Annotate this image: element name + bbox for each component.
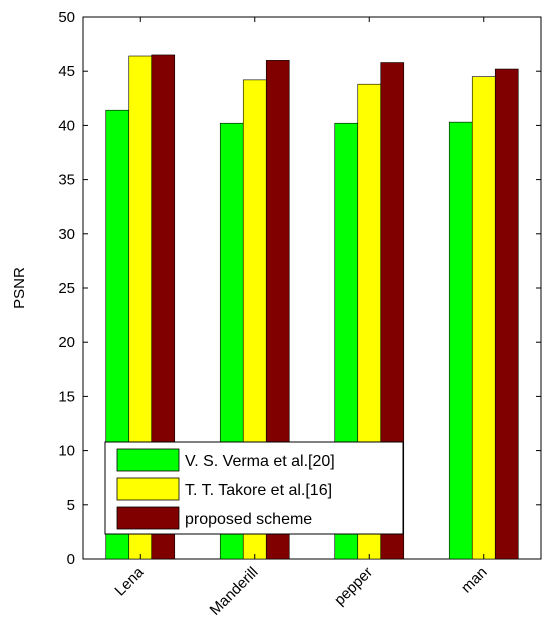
y-tick-label: 5 [67,497,75,514]
x-tick-label: Lena [111,563,147,599]
x-tick-label: man [458,564,491,597]
legend-label-1: V. S. Verma et al.[20] [185,453,335,470]
y-tick-label: 20 [58,334,75,351]
y-tick-label: 40 [58,117,75,134]
legend-label-3: proposed scheme [185,511,312,528]
x-tick-label: pepper [331,564,376,609]
bar-man-series-2 [471,76,496,560]
bar-lena-series-3 [151,54,176,560]
legend-swatch-2 [116,477,180,501]
y-tick-label: 50 [58,9,75,26]
legend-label-2: T. T. Takore et al.[16] [185,482,332,499]
y-axis-title: PSNR [11,267,28,309]
y-tick-label: 35 [58,172,75,189]
legend-entries: V. S. Verma et al.[20] T. T. Takore et al… [116,448,335,530]
bar-manderill-series-3 [265,60,290,560]
y-tick-label: 45 [58,63,75,80]
bar-man-series-1 [448,121,473,560]
legend-swatch-3 [116,506,180,530]
bars-layer [105,54,519,560]
y-tick-label: 0 [67,551,75,568]
bar-man-series-3 [494,68,519,560]
y-tick-label: 30 [58,226,75,243]
y-tick-label: 15 [58,388,75,405]
y-tick-label: 25 [58,280,75,297]
y-tick-label: 10 [58,443,75,460]
legend: V. S. Verma et al.[20] T. T. Takore et al… [104,441,404,535]
x-tick-label: Manderill [207,564,262,619]
bar-pepper-series-3 [380,62,405,560]
legend-swatch-1 [116,448,180,472]
